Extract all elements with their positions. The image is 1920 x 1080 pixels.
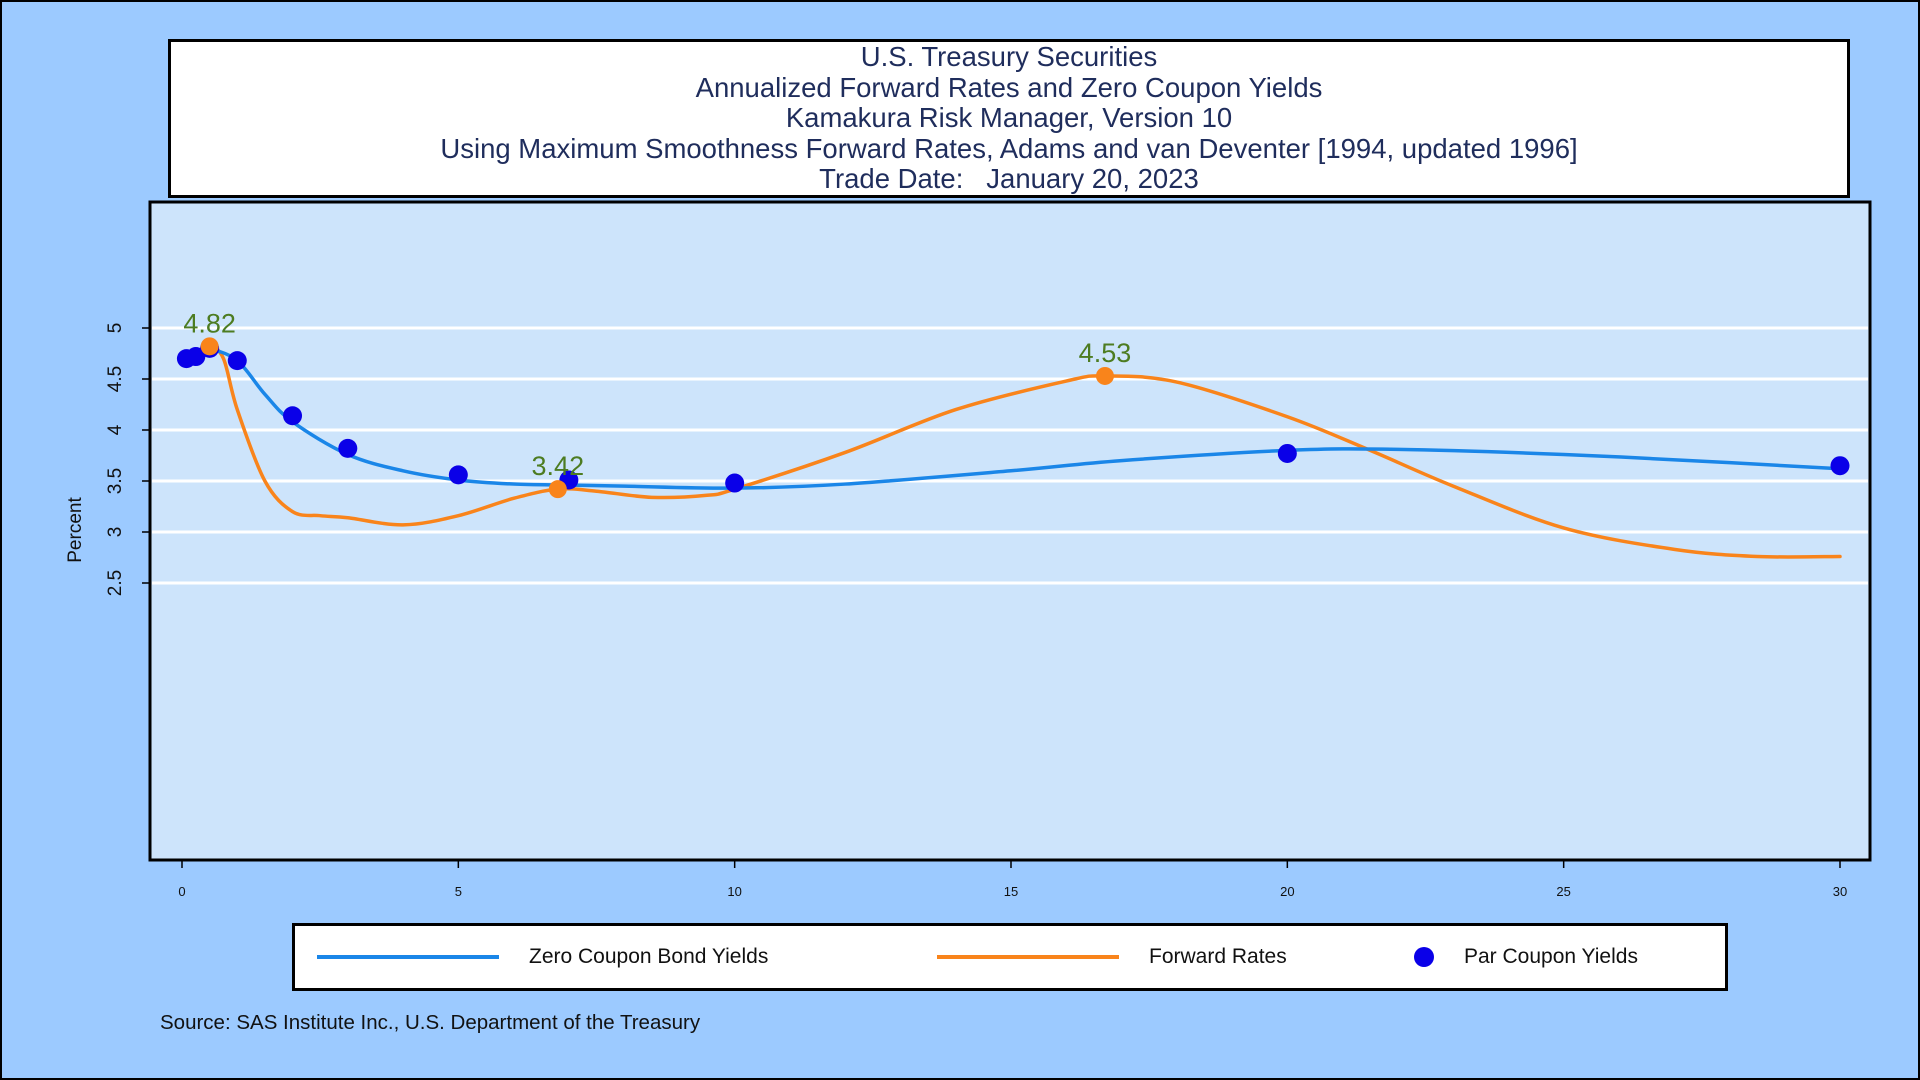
y-tick-label: 3 xyxy=(105,527,126,538)
y-tick-label: 4.5 xyxy=(105,366,126,392)
legend-swatch-forward xyxy=(937,955,1119,959)
forward-rate-marker xyxy=(200,337,219,356)
y-tick-label: 3.5 xyxy=(105,468,126,494)
grid xyxy=(152,326,1868,585)
chart-title-box: U.S. Treasury Securities Annualized Forw… xyxy=(168,39,1850,198)
legend-label-zero-coupon: Zero Coupon Bond Yields xyxy=(529,945,769,968)
par-coupon-point xyxy=(283,406,303,426)
y-axis-label: Percent xyxy=(65,497,86,563)
par-coupon-point xyxy=(1830,456,1850,476)
source-note: Source: SAS Institute Inc., U.S. Departm… xyxy=(160,1011,701,1034)
title-line-2: Annualized Forward Rates and Zero Coupon… xyxy=(695,71,1323,103)
forward-rate-marker xyxy=(1095,366,1114,385)
legend: Zero Coupon Bond Yields Forward Rates Pa… xyxy=(292,923,1728,991)
x-tick-label: 25 xyxy=(1556,884,1570,899)
legend-label-par-coupon: Par Coupon Yields xyxy=(1464,945,1638,968)
highlight-value-label: 3.42 xyxy=(532,451,585,481)
x-tick-label: 5 xyxy=(455,884,462,899)
y-tick-label: 5 xyxy=(105,323,126,334)
par-coupon-point xyxy=(338,438,358,458)
x-tick-label: 10 xyxy=(727,884,741,899)
legend-item-forward: Forward Rates xyxy=(937,926,1287,988)
y-tick-label: 2.5 xyxy=(105,570,126,596)
highlight-value-label: 4.82 xyxy=(183,308,236,338)
par-coupon-point xyxy=(1277,443,1297,463)
legend-item-zero-coupon: Zero Coupon Bond Yields xyxy=(317,926,768,988)
title-line-1: U.S. Treasury Securities xyxy=(860,41,1158,73)
legend-item-par-coupon: Par Coupon Yields xyxy=(1414,926,1638,988)
y-axis-ticks: 2.5 3 3.5 4 4.5 5 xyxy=(105,323,150,596)
x-tick-label: 20 xyxy=(1280,884,1294,899)
par-coupon-point xyxy=(227,351,247,371)
legend-swatch-zero-coupon xyxy=(317,955,499,959)
title-line-4: Using Maximum Smoothness Forward Rates, … xyxy=(440,132,1578,164)
x-tick-label: 0 xyxy=(178,884,185,899)
forward-rate-line xyxy=(184,344,1842,559)
x-axis-ticks: 0 5 10 15 20 25 30 xyxy=(178,860,1847,899)
par-coupon-point xyxy=(186,347,206,367)
series-lines xyxy=(184,344,1842,559)
x-tick-label: 15 xyxy=(1004,884,1018,899)
par-coupon-point xyxy=(448,465,468,485)
x-tick-label: 30 xyxy=(1833,884,1847,899)
par-coupon-point xyxy=(725,473,745,493)
highlight-value-label: 4.53 xyxy=(1079,338,1132,368)
y-tick-label: 4 xyxy=(105,424,126,435)
title-line-5: Trade Date: January 20, 2023 xyxy=(819,163,1199,195)
legend-swatch-par-coupon xyxy=(1414,947,1434,967)
forward-rate-marker xyxy=(548,480,567,499)
title-line-3: Kamakura Risk Manager, Version 10 xyxy=(785,102,1233,134)
zero-coupon-yield-line xyxy=(184,347,1842,490)
highlight-markers: 4.82 3.42 4.53 xyxy=(183,308,1132,499)
legend-label-forward: Forward Rates xyxy=(1149,945,1287,968)
